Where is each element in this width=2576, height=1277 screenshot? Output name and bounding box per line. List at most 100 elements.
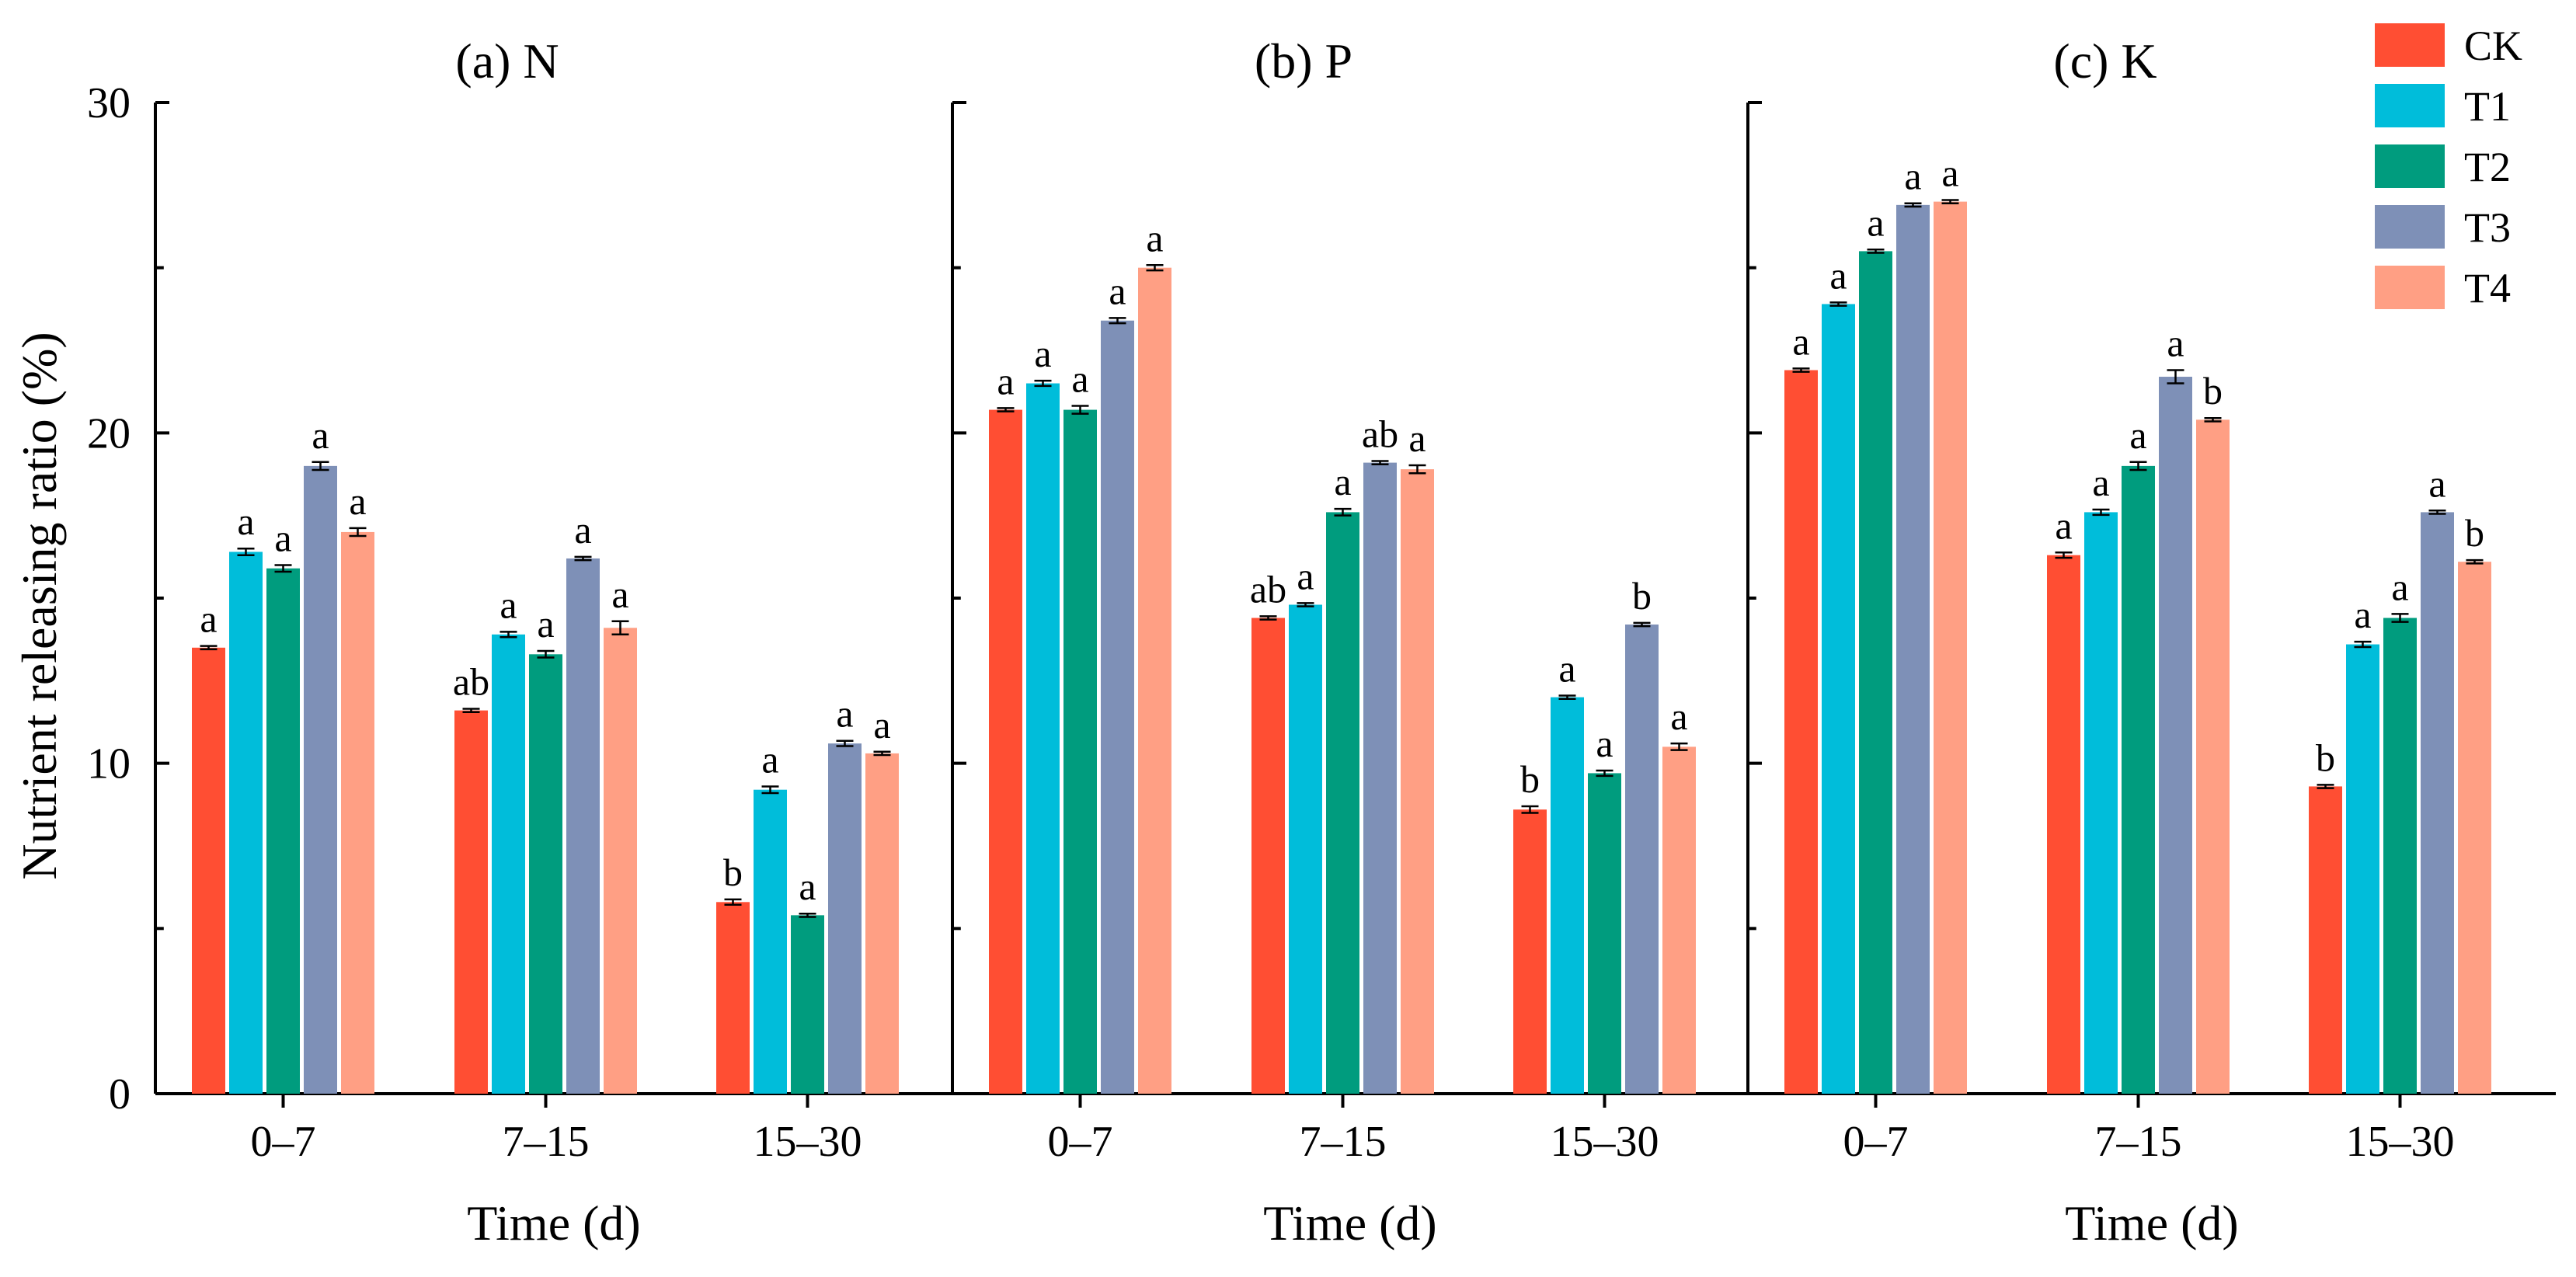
bar <box>754 789 787 1094</box>
significance-label: a <box>2354 593 2371 636</box>
significance-label: a <box>2391 565 2408 608</box>
bar <box>2458 562 2491 1094</box>
significance-label: b <box>723 851 743 894</box>
significance-label: ab <box>1362 412 1398 455</box>
panel-title: (a) N <box>455 33 559 89</box>
bar <box>454 710 488 1094</box>
significance-label: a <box>1867 200 1884 244</box>
bar <box>2196 419 2230 1094</box>
bar <box>2346 644 2379 1094</box>
bar <box>192 647 225 1094</box>
bar <box>1326 512 1359 1094</box>
x-axis-title: Time (d) <box>1263 1195 1436 1251</box>
significance-label: a <box>2092 461 2109 504</box>
bar <box>1859 251 1892 1094</box>
significance-label: a <box>997 359 1014 402</box>
bar <box>1625 625 1659 1094</box>
y-tick-label: 30 <box>87 79 131 127</box>
x-tick-label: 7–15 <box>2095 1118 2182 1166</box>
panel-title: (c) K <box>2053 33 2157 89</box>
bar <box>2047 555 2080 1094</box>
bar <box>1513 809 1547 1094</box>
significance-label: b <box>2203 369 2223 412</box>
significance-label: a <box>574 508 591 552</box>
significance-label: a <box>2428 461 2445 505</box>
significance-label: a <box>1034 332 1051 375</box>
significance-label: a <box>200 597 217 641</box>
x-tick-label: 7–15 <box>503 1118 590 1166</box>
significance-label: a <box>1904 155 1921 198</box>
bar <box>1934 201 1967 1094</box>
significance-label: ab <box>1250 567 1286 611</box>
bar <box>1588 773 1621 1094</box>
bar <box>1251 618 1285 1094</box>
y-axis-title: Nutrient releasing ratio (%) <box>12 332 67 880</box>
x-tick-label: 15–30 <box>1551 1118 1659 1166</box>
bar <box>492 634 525 1094</box>
significance-label: a <box>2129 413 2146 457</box>
legend-label: T2 <box>2464 144 2511 190</box>
legend-label: T1 <box>2464 83 2511 130</box>
bar <box>266 568 300 1094</box>
x-tick-label: 0–7 <box>1048 1118 1113 1166</box>
significance-label: b <box>2316 736 2335 779</box>
y-tick-label: 0 <box>109 1070 131 1119</box>
panel-title: (b) P <box>1255 33 1352 89</box>
bar <box>1822 304 1855 1094</box>
significance-label: a <box>1941 151 1958 194</box>
bar <box>1026 383 1060 1094</box>
bar <box>1662 746 1696 1094</box>
bar <box>1138 267 1171 1094</box>
legend-label: T3 <box>2464 204 2511 251</box>
significance-label: b <box>1632 574 1652 618</box>
y-tick-label: 20 <box>87 409 131 458</box>
x-axis-title: Time (d) <box>2065 1195 2238 1251</box>
x-tick-label: 7–15 <box>1300 1118 1387 1166</box>
bar <box>604 628 637 1094</box>
legend-swatch <box>2375 84 2445 127</box>
significance-label: a <box>1109 269 1126 312</box>
bar <box>1896 204 1930 1094</box>
legend-swatch <box>2375 23 2445 67</box>
significance-label: a <box>2167 322 2184 365</box>
bar <box>1101 320 1134 1094</box>
significance-label: a <box>237 499 254 543</box>
significance-label: a <box>1408 416 1426 460</box>
y-tick-label: 10 <box>87 740 131 788</box>
legend-swatch <box>2375 205 2445 249</box>
legend-label: T4 <box>2464 265 2511 311</box>
bar <box>989 409 1022 1094</box>
significance-label: a <box>274 516 291 559</box>
bar <box>566 558 600 1094</box>
bar <box>529 654 562 1094</box>
significance-label: a <box>1146 216 1163 259</box>
significance-label: b <box>1520 757 1540 801</box>
legend-swatch <box>2375 266 2445 309</box>
significance-label: a <box>1297 554 1314 597</box>
significance-label: a <box>1558 646 1575 690</box>
bar <box>2383 618 2417 1094</box>
bar <box>229 552 263 1094</box>
bar <box>2309 786 2342 1094</box>
x-tick-label: 0–7 <box>251 1118 316 1166</box>
bar <box>1063 409 1097 1094</box>
bar <box>1401 469 1434 1094</box>
x-axis-title: Time (d) <box>467 1195 640 1251</box>
x-tick-label: 0–7 <box>1843 1118 1909 1166</box>
significance-label: a <box>1670 694 1687 738</box>
bar <box>865 753 899 1094</box>
x-tick-label: 15–30 <box>2346 1118 2455 1166</box>
significance-label: a <box>500 583 517 626</box>
bar <box>2421 512 2454 1094</box>
bar <box>2159 377 2192 1094</box>
significance-label: a <box>1792 319 1809 363</box>
significance-label: a <box>873 703 890 746</box>
bar <box>2084 512 2118 1094</box>
bar <box>1363 462 1397 1094</box>
x-tick-label: 15–30 <box>754 1118 862 1166</box>
significance-label: a <box>836 692 853 736</box>
significance-label: a <box>799 865 816 908</box>
bar <box>716 902 750 1094</box>
bar <box>304 465 337 1094</box>
